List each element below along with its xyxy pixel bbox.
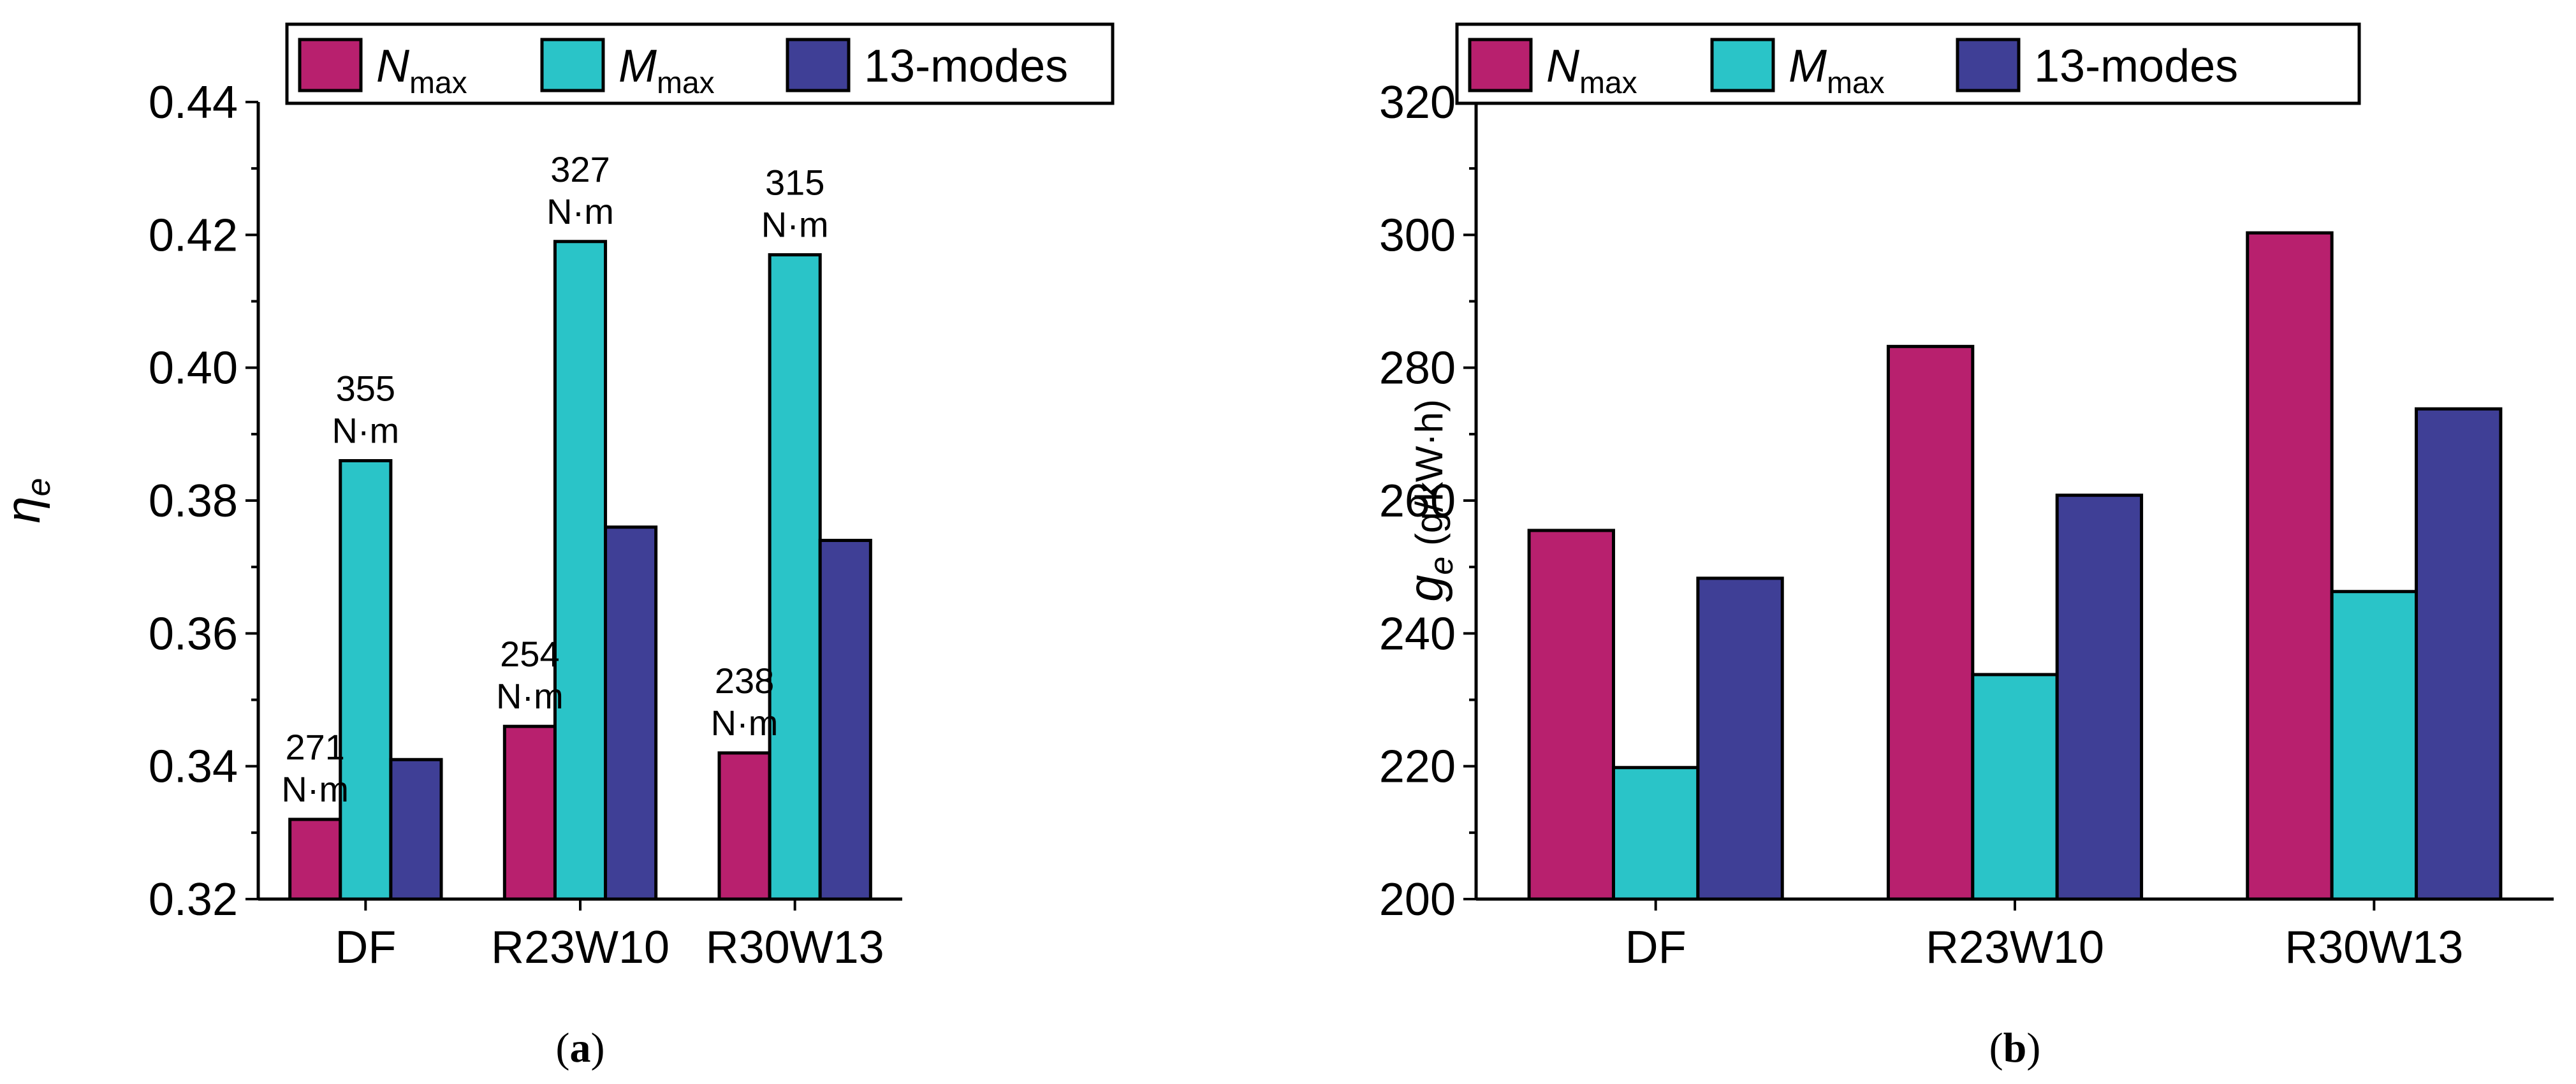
chart1-y-axis-label: ge (g/kW·h): [1399, 399, 1460, 602]
chart1-legend-sub-0: max: [1579, 66, 1637, 100]
chart1-bar-s2-c0: [1696, 576, 1784, 901]
chart1-legend-swatch-0: [1468, 38, 1533, 92]
chart1-legend-swatch-1: [1710, 38, 1775, 92]
chart1-caption-close: ): [2026, 1025, 2040, 1071]
chart1-bar-s1-c2: [2330, 590, 2419, 901]
chart1-category-label-0: DF: [1625, 922, 1687, 973]
chart0-category-label-2: R30W13: [706, 922, 884, 973]
chart0-legend-symbol-0: N: [376, 41, 410, 92]
chart0-bar-s1-c1: [553, 240, 608, 901]
chart1-legend-text-2: 13-modes: [2034, 41, 2238, 92]
chart1-caption: (b): [1989, 1025, 2041, 1071]
chart0-bar-s0-c2: [717, 751, 772, 901]
chart1-ytick-label-6: 320: [1379, 77, 1456, 128]
chart0-ytick-label-4: 0.40: [149, 343, 238, 394]
chart0-bar-s2-c2: [818, 539, 872, 901]
chart0-annotation-2-line-1: N·m: [496, 676, 564, 716]
chart0-annotation-1-line-1: N·m: [332, 411, 399, 451]
chart0-panel: 0.32 0.34 0.36 0.38 0.40 0.42 0.44 DF R23W10 R30W…: [0, 22, 1115, 1071]
chart0-ytick-label-0: 0.32: [149, 874, 238, 925]
chart0-ylabel-symbol: η: [0, 496, 50, 523]
chart1-category-label-2: R30W13: [2285, 922, 2463, 973]
chart0-legend-swatch-2: [786, 38, 851, 92]
chart0-annotation-3-line-1: N·m: [546, 191, 614, 231]
chart1-ytick-label-2: 240: [1379, 608, 1456, 659]
chart0-bar-s2-c1: [604, 525, 658, 901]
chart1-bar-s0-c2: [2246, 231, 2334, 901]
chart0-annotation-4-line-0: 238: [715, 661, 774, 701]
chart0-annotation-5: 315 N·m: [761, 163, 829, 245]
chart0-bar-s1-c0: [339, 459, 393, 901]
chart0-legend-box: [285, 22, 1115, 105]
chart0-annotation-3-line-0: 327: [550, 149, 610, 189]
chart1-ylabel-unit: (g/kW·h): [1408, 399, 1451, 557]
chart0-legend-sub-1: max: [657, 66, 715, 100]
chart0-annotation-4: 238 N·m: [711, 661, 779, 743]
chart1-legend-sub-1: max: [1827, 66, 1885, 100]
chart0-annotation-4-line-1: N·m: [711, 703, 779, 743]
chart0-annotation-5-line-0: 315: [765, 163, 824, 203]
chart0-ytick-label-2: 0.36: [149, 608, 238, 659]
chart0-legend-text-2: 13-modes: [864, 41, 1068, 92]
chart1-ylabel-sub: e: [1423, 557, 1460, 575]
chart0-annotation-2-line-0: 254: [500, 634, 559, 674]
chart1-bar-s2-c1: [2055, 494, 2144, 901]
chart0-caption-close: ): [591, 1025, 605, 1071]
chart0-legend-swatch-0: [298, 38, 363, 92]
chart0-ytick-label-5: 0.42: [149, 210, 238, 261]
chart1-ytick-label-3: 260: [1379, 476, 1456, 527]
chart0-annotation-0: 271 N·m: [281, 727, 349, 809]
chart0-legend-swatch-1: [540, 38, 605, 92]
chart1-legend-symbol-0: N: [1546, 41, 1580, 92]
chart0-category-label-0: DF: [335, 922, 396, 973]
chart0-legend-symbol-1: M: [618, 41, 657, 92]
chart1-bar-s0-c1: [1886, 344, 1975, 901]
chart0-caption-open: (: [556, 1025, 570, 1071]
chart1-legend-box: [1455, 22, 2361, 105]
chart1-caption-letter: b: [2003, 1025, 2027, 1071]
chart0-ytick-label-1: 0.34: [149, 742, 238, 793]
chart1-legend-swatch-2: [1956, 38, 2021, 92]
chart0-ytick-label-3: 0.38: [149, 476, 238, 527]
chart0-annotation-0-line-1: N·m: [281, 769, 349, 809]
chart1-bar-s0-c0: [1527, 529, 1615, 901]
chart0-legend-sub-0: max: [409, 66, 467, 100]
chart0-bar-s2-c0: [389, 758, 443, 901]
chart0-legend-label-0: Nmax: [376, 41, 467, 100]
chart0-annotation-0-line-0: 271: [285, 727, 344, 767]
chart0-legend-label-1: Mmax: [618, 41, 715, 100]
chart0-ytick-label-6: 0.44: [149, 77, 238, 128]
chart0-y-axis-label: ηe: [0, 478, 57, 523]
chart0-annotation-3: 327 N·m: [546, 149, 614, 231]
chart1-bar-s2-c2: [2415, 407, 2503, 901]
chart0-ylabel-sub: e: [20, 478, 57, 496]
chart0-caption: (a): [556, 1025, 605, 1071]
chart1-ytick-label-5: 300: [1379, 210, 1456, 261]
chart0-category-label-1: R23W10: [491, 922, 670, 973]
chart1-caption-open: (: [1989, 1025, 2003, 1071]
chart0-bar-s1-c2: [768, 253, 822, 901]
chart1-bar-s1-c0: [1611, 766, 1700, 901]
chart1-ylabel-symbol: g: [1399, 575, 1453, 602]
chart1-bar-s1-c1: [1971, 673, 2059, 901]
chart0-annotation-1-line-0: 355: [336, 369, 395, 409]
chart1-legend-symbol-1: M: [1789, 41, 1827, 92]
chart0-annotation-5-line-1: N·m: [761, 205, 829, 245]
chart0-bar-s0-c1: [502, 724, 557, 901]
chart0-bar-s0-c0: [288, 817, 342, 901]
chart1-legend-label-0: Nmax: [1546, 41, 1637, 100]
chart1-legend-label-2: 13-modes: [2034, 41, 2238, 92]
chart1-legend-label-1: Mmax: [1789, 41, 1885, 100]
chart0-legend-label-2: 13-modes: [864, 41, 1068, 92]
chart0-annotation-1: 355 N·m: [332, 369, 399, 451]
chart1-ytick-label-1: 220: [1379, 742, 1456, 793]
chart0-caption-letter: a: [570, 1025, 591, 1071]
chart1-ytick-label-0: 200: [1379, 874, 1456, 925]
chart0-annotation-2: 254 N·m: [496, 634, 564, 716]
chart1-ytick-label-4: 280: [1379, 343, 1456, 394]
chart1-category-label-1: R23W10: [1926, 922, 2104, 973]
